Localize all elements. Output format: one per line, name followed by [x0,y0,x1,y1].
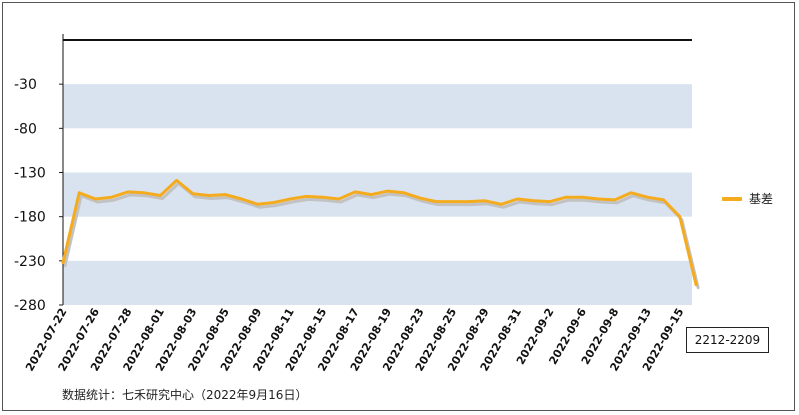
y-axis-ticks: -30 -80 -130 -180 -230 -280 [14,77,63,314]
data-point [61,261,65,264]
series-line [61,178,698,287]
data-point [370,193,373,196]
data-point [581,195,584,199]
data-point [597,197,600,201]
data-point [402,191,406,195]
data-point [305,195,308,198]
data-point [337,197,341,201]
data-point [548,200,552,203]
data-point [646,195,649,199]
data-point [142,191,146,195]
data-point [240,197,243,201]
data-point [516,197,519,201]
data-point [94,197,97,201]
source-note: 数据统计：七禾研究中心（2022年9月16日） [62,388,308,402]
data-point [499,203,503,206]
data-point [353,190,357,194]
data-point [662,198,665,202]
data-point [321,195,325,199]
data-point [207,194,211,197]
data-point [386,189,389,193]
data-point [224,193,227,196]
y-tick-label: -180 [14,210,46,226]
data-point [110,195,113,199]
data-point [191,192,195,195]
data-point [564,195,568,199]
grid-band [63,84,692,129]
data-point [272,201,276,204]
legend-swatch [722,196,742,201]
y-tick-label: -230 [14,254,46,270]
series-line-shadow [63,181,700,290]
y-tick-label: -130 [14,166,46,182]
data-point [288,197,292,201]
legend-label: 基差 [749,192,774,206]
legend: 基差 [722,190,773,207]
contract-label: 2212-2209 [686,327,769,353]
grid-band [63,260,692,305]
data-point [678,215,682,218]
y-tick-label: -80 [14,121,37,137]
data-point [159,194,162,197]
data-point [256,203,260,206]
data-point [613,198,617,202]
data-point [629,191,633,195]
data-point [126,190,130,194]
data-point [451,200,454,203]
data-point [435,200,438,203]
data-point [418,196,422,200]
y-tick-label: -30 [14,77,37,93]
data-point [694,283,698,286]
data-point [483,199,487,203]
y-tick-label: -280 [14,298,46,314]
data-point [532,199,536,203]
x-axis-ticks: 2022-07-222022-07-262022-07-282022-08-01… [23,306,686,374]
series-group [61,178,700,290]
data-point [77,191,81,195]
data-point [175,179,178,182]
background-bands [63,84,692,305]
data-point [467,200,471,203]
